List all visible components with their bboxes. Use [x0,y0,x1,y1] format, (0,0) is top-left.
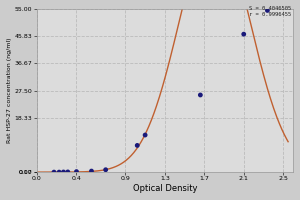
Point [89,169,94,173]
Point [52,171,56,174]
Point [103,168,108,171]
Point [135,144,140,147]
Point [57,171,62,174]
Point [143,133,148,137]
Point [241,33,246,36]
X-axis label: Optical Density: Optical Density [133,184,197,193]
Y-axis label: Rat HSP-27 concentration (ng/ml): Rat HSP-27 concentration (ng/ml) [7,38,12,143]
Point [65,170,70,174]
Point [265,9,270,12]
Point [74,170,79,173]
Text: S = 0.4046505
r = 0.9996455: S = 0.4046505 r = 0.9996455 [249,6,291,17]
Point [61,170,66,174]
Point [198,93,203,97]
